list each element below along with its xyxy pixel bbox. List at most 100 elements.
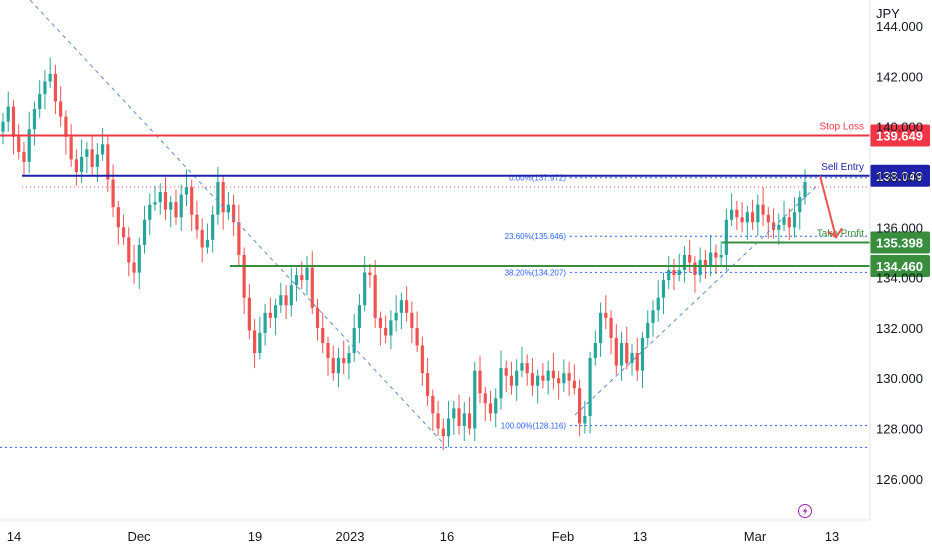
candle-body bbox=[48, 73, 52, 82]
currency-label: JPY bbox=[876, 6, 900, 21]
candle-body bbox=[226, 204, 230, 213]
candle-body bbox=[22, 151, 26, 162]
candle-body bbox=[504, 368, 508, 376]
candle-body bbox=[221, 182, 225, 213]
candle-body bbox=[64, 116, 68, 137]
candle-body bbox=[520, 363, 524, 371]
candle-body bbox=[410, 312, 414, 328]
candle-body bbox=[525, 363, 529, 374]
candle-body bbox=[211, 214, 215, 240]
candle-body bbox=[205, 239, 210, 248]
x-tick-label: 13 bbox=[825, 529, 839, 544]
candle-body bbox=[420, 345, 424, 374]
candle-body bbox=[263, 312, 267, 333]
trend-line bbox=[29, 0, 445, 445]
candle-body bbox=[646, 322, 650, 338]
candle-body bbox=[740, 217, 744, 223]
candle-body bbox=[677, 270, 681, 276]
take-profit-label: Take Profit bbox=[817, 228, 864, 239]
candle-body bbox=[452, 408, 456, 419]
fib-label: 23.60%(135.646) bbox=[505, 232, 567, 241]
candle-body bbox=[719, 254, 723, 258]
candle-body bbox=[305, 267, 309, 281]
candle-body bbox=[184, 187, 189, 195]
candle-body bbox=[473, 370, 477, 429]
candle-body bbox=[394, 312, 398, 321]
candle-body bbox=[530, 373, 535, 386]
x-tick-label: Feb bbox=[552, 529, 574, 544]
take-profit-price-value: 135.398 bbox=[876, 235, 923, 250]
candle-body bbox=[399, 300, 403, 313]
candle-body bbox=[179, 194, 183, 218]
candle-body bbox=[536, 375, 540, 386]
candle-body bbox=[368, 272, 372, 276]
candle-body bbox=[509, 375, 514, 386]
candle-body bbox=[326, 342, 330, 359]
overlays: 0.00%(137.972) 23.60%(135.646) 38.20%(134.… bbox=[0, 0, 930, 448]
candle-body bbox=[100, 144, 105, 155]
lightning-icon[interactable] bbox=[798, 504, 812, 518]
candle-body bbox=[771, 222, 776, 230]
candle-body bbox=[53, 73, 58, 102]
candle-body bbox=[724, 219, 728, 255]
candle-body bbox=[127, 237, 131, 263]
take-profit-price-badge[interactable] bbox=[870, 231, 930, 254]
candle-body bbox=[111, 179, 115, 208]
candle-body bbox=[462, 413, 466, 426]
candle-body bbox=[609, 317, 613, 338]
candle-body bbox=[253, 330, 257, 354]
candle-body bbox=[347, 353, 351, 364]
trend-line bbox=[574, 184, 819, 416]
candle-body bbox=[237, 222, 241, 255]
candle-body bbox=[174, 202, 178, 218]
candles bbox=[1, 57, 807, 450]
candle-body bbox=[651, 310, 655, 323]
candle-body bbox=[1, 121, 5, 132]
fib-label: 0.00%(137.972) bbox=[509, 174, 566, 183]
candle-body bbox=[384, 327, 388, 336]
candle-body bbox=[798, 197, 802, 213]
candle-body bbox=[279, 295, 283, 306]
candle-body bbox=[635, 353, 639, 371]
candle-body bbox=[557, 378, 561, 384]
candle-body bbox=[787, 217, 791, 228]
candle-body bbox=[572, 380, 576, 389]
candle-body bbox=[200, 229, 204, 248]
candle-body bbox=[268, 312, 272, 318]
candle-body bbox=[331, 358, 335, 374]
candle-body bbox=[457, 408, 461, 426]
x-tick-label: 13 bbox=[633, 529, 647, 544]
candle-body bbox=[315, 307, 320, 328]
candle-body bbox=[546, 370, 550, 381]
candle-body bbox=[578, 388, 582, 424]
stop-loss-price-badge[interactable] bbox=[870, 124, 930, 147]
sell-entry-price-badge[interactable] bbox=[870, 164, 930, 187]
candle-body bbox=[373, 275, 377, 318]
candle-body bbox=[661, 280, 666, 298]
candle-body bbox=[656, 297, 660, 311]
support-price-badge[interactable] bbox=[870, 255, 930, 278]
candle-body bbox=[803, 182, 807, 198]
sell-entry-label: Sell Entry bbox=[821, 162, 864, 173]
candle-body bbox=[467, 413, 472, 429]
candle-body bbox=[761, 204, 765, 215]
candle-body bbox=[431, 395, 435, 414]
candle-body bbox=[551, 370, 555, 379]
candle-body bbox=[137, 244, 141, 273]
candle-body bbox=[782, 217, 786, 225]
candle-body bbox=[693, 262, 697, 276]
price-axis[interactable]: 144.000 142.000 140.000 138.000 136.000 134.0… bbox=[876, 19, 923, 487]
x-tick-label: 19 bbox=[248, 529, 262, 544]
candle-body bbox=[32, 109, 37, 130]
candle-body bbox=[588, 358, 592, 416]
candle-body bbox=[289, 285, 293, 306]
x-tick-label: Dec bbox=[127, 529, 151, 544]
candle-body bbox=[273, 305, 278, 318]
candle-body bbox=[80, 156, 84, 172]
time-axis[interactable]: 14 Dec 19 2023 16 Feb 13 Mar 13 bbox=[7, 529, 839, 544]
sell-arrow-head bbox=[827, 227, 843, 239]
candle-body bbox=[90, 149, 94, 167]
y-tick-label: 136.000 bbox=[876, 220, 923, 235]
candle-body bbox=[247, 297, 251, 331]
